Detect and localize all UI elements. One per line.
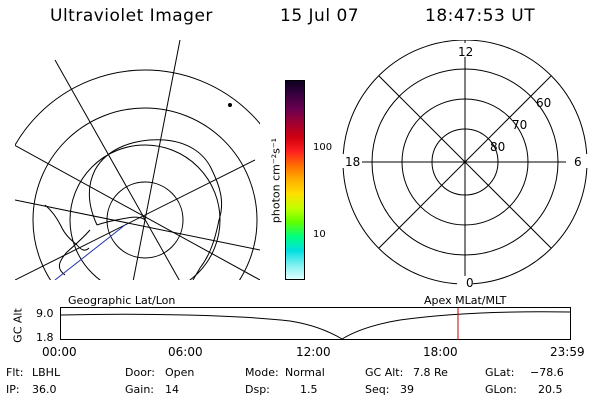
time-label: 18:47:53 UT [425, 6, 536, 26]
mlat-label-70: 70 [512, 118, 528, 132]
gcalt-ytick-1-8: 1.8 [36, 331, 54, 344]
colorbar-tick-10: 10 [313, 229, 326, 240]
instrument-title: Ultraviolet Imager [50, 6, 213, 26]
xtick-0600: 06:00 [168, 345, 203, 359]
apex-label: Apex MLat/MLT [424, 294, 507, 307]
meridian-line [132, 40, 181, 280]
mlt-label-12: 12 [458, 45, 474, 59]
glon-value: 20.5 [538, 383, 563, 396]
lat-circle-3 [32, 107, 258, 280]
mode-label: Mode: [245, 366, 279, 379]
mlat-label-60: 60 [536, 96, 552, 110]
flt-label: Flt: [6, 366, 24, 379]
seq-label: Seq: [365, 383, 390, 396]
mlat-label-80: 80 [490, 140, 506, 154]
mlt-label-6: 6 [574, 155, 582, 169]
xtick-2359: 23:59 [550, 345, 585, 359]
glat-label: GLat: [485, 366, 515, 379]
xtick-1200: 12:00 [296, 345, 331, 359]
geographic-label: Geographic Lat/Lon [68, 294, 176, 307]
meridian-line [15, 199, 260, 251]
antarctic-peninsula [44, 204, 90, 251]
antarctica-coastline [58, 139, 223, 280]
gcalt-status-value: 7.8 Re [413, 366, 448, 379]
polar-plot [340, 40, 588, 290]
xtick-1800: 18:00 [423, 345, 458, 359]
gcalt-ytick-9: 9.0 [36, 307, 54, 320]
colorbar-unit-label: photon cm⁻²s⁻¹ [269, 137, 283, 224]
date-label: 15 Jul 07 [280, 6, 360, 26]
gcalt-ylabel: GC Alt [11, 308, 25, 343]
lat-circle-2 [69, 144, 221, 280]
coastline-detail [54, 224, 126, 280]
ip-label: IP: [6, 383, 20, 396]
door-value: Open [165, 366, 195, 379]
gcalt-plot [60, 307, 571, 340]
gcalt-status-label: GC Alt: [365, 366, 404, 379]
ip-value: 36.0 [32, 383, 57, 396]
glon-label: GLon: [485, 383, 517, 396]
gain-label: Gain: [125, 383, 154, 396]
meridian-line [15, 159, 256, 280]
mlt-line [378, 75, 552, 249]
gain-value: 14 [165, 383, 179, 396]
xtick-0000: 00:00 [42, 345, 77, 359]
meridian-line [15, 144, 260, 280]
mlt-label-18: 18 [345, 155, 361, 169]
lat-circle-4 [15, 69, 260, 147]
door-label: Door: [125, 366, 155, 379]
gcalt-curve [60, 311, 571, 340]
island-dot [228, 103, 232, 107]
lat-circle-1 [106, 181, 184, 259]
mlt-label-0: 0 [466, 276, 474, 290]
flt-value: LBHL [32, 366, 61, 379]
seq-value: 39 [400, 383, 414, 396]
geographic-map [15, 40, 260, 280]
colorbar [285, 80, 305, 280]
glat-value: −78.6 [530, 366, 564, 379]
mode-value: Normal [285, 366, 325, 379]
dsp-label: Dsp: [245, 383, 270, 396]
colorbar-tick-100: 100 [313, 142, 333, 153]
dsp-value: 1.5 [300, 383, 318, 396]
